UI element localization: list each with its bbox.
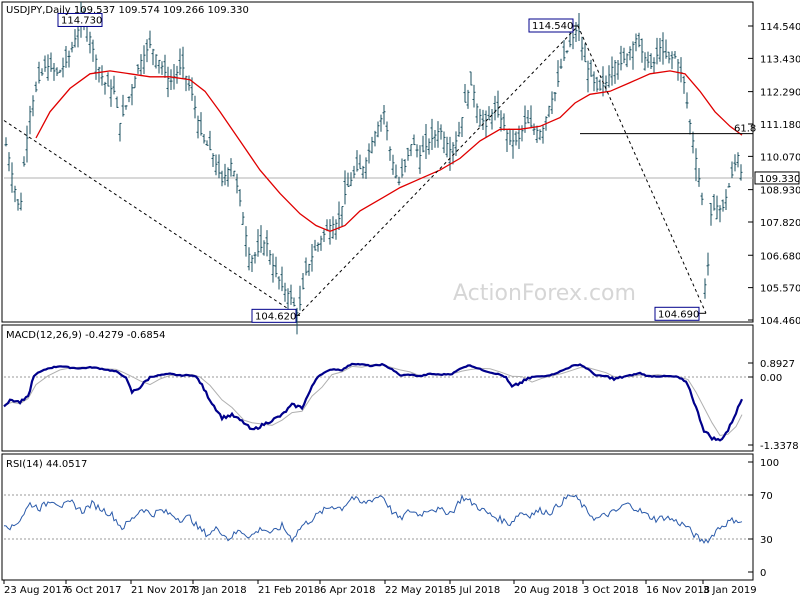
x-tick-label: 6 Oct 2017	[66, 585, 121, 596]
annotation-label: 104.690	[658, 309, 699, 320]
price-y-tick-label: 114.540	[760, 22, 800, 33]
x-tick-label: 20 Aug 2018	[514, 585, 578, 596]
price-annotation: 114.730	[57, 12, 103, 27]
x-tick-label: 8 Jan 2018	[193, 585, 247, 596]
trendline-dashed	[297, 25, 579, 316]
rsi-y-tick-label: 70	[760, 491, 773, 502]
x-tick-label: 3 Jan 2019	[703, 585, 757, 596]
price-y-tick-label: 113.430	[760, 54, 800, 65]
annotation-box	[57, 12, 103, 27]
macd-line	[3, 362, 744, 442]
annotation-box	[654, 306, 700, 321]
macd-panel-frame	[1, 324, 754, 452]
price-bars	[4, 2, 743, 335]
fib-level-label: 61.8	[734, 124, 756, 135]
macd-y-tick-label: 0.8927	[760, 359, 795, 370]
macd-y-tick-label: 0.00	[760, 373, 782, 384]
rsi-layer	[3, 494, 753, 544]
x-tick-label: 6 Apr 2018	[320, 585, 375, 596]
price-y-tick-label: 110.070	[760, 152, 800, 163]
moving-average-line	[35, 70, 743, 233]
price-annotation: 104.690	[654, 306, 706, 321]
annotation-label: 104.620	[255, 311, 296, 322]
x-tick-label: 5 Jul 2018	[450, 585, 500, 596]
price-y-tick-label: 108.930	[760, 186, 800, 197]
x-tick-label: 21 Nov 2017	[131, 585, 195, 596]
annotation-box	[528, 18, 574, 33]
watermark: ActionForex.com	[453, 281, 636, 306]
annotation-label: 114.730	[61, 15, 102, 26]
price-y-tick-label: 111.180	[760, 120, 800, 131]
rsi-line	[3, 494, 743, 544]
rsi-y-tick-label: 0	[760, 568, 766, 579]
price-panel-frame	[1, 1, 754, 323]
rsi-y-tick-label: 100	[760, 458, 779, 469]
price-annotations-layer: 61.8 114.730 104.620 114.540 104.690	[3, 12, 756, 323]
x-tick-label: 21 Feb 2018	[258, 585, 320, 596]
x-tick-label: 23 Aug 2017	[4, 585, 68, 596]
annotation-box	[251, 308, 297, 323]
price-annotation: 104.620	[251, 308, 300, 323]
trendline-dashed	[577, 25, 707, 314]
price-gridlines	[4, 25, 753, 321]
annotation-label: 114.540	[532, 21, 573, 32]
price-y-tick-label: 112.290	[760, 88, 800, 99]
rsi-header: RSI(14) 44.0517	[6, 459, 87, 470]
price-y-tick-label: 104.460	[760, 316, 800, 327]
price-annotation: 114.540	[528, 18, 578, 33]
x-tick-label: 22 May 2018	[385, 585, 450, 596]
rsi-y-tick-label: 30	[760, 535, 773, 546]
trendline-dashed	[3, 120, 299, 316]
macd-layer	[3, 362, 753, 442]
price-y-tick-label: 107.820	[760, 218, 800, 229]
current-price-tag	[754, 171, 800, 185]
price-y-tick-label: 105.570	[760, 284, 800, 295]
price-y-tick-label: 106.680	[760, 251, 800, 262]
price-header: USDJPY,Daily 109.537 109.574 109.266 109…	[6, 5, 249, 16]
macd-header: MACD(12,26,9) -0.4279 -0.6854	[6, 330, 166, 341]
macd-y-axis: 0.8927 0.00 -1.3378	[748, 359, 799, 452]
macd-y-tick-label: -1.3378	[760, 441, 799, 452]
rsi-y-axis: 100 70 30 0	[748, 458, 779, 579]
x-tick-label: 16 Nov 2018	[646, 585, 710, 596]
current-price-label: 109.330	[759, 174, 800, 185]
rsi-panel-frame	[1, 453, 754, 581]
x-tick-label: 3 Oct 2018	[583, 585, 638, 596]
price-y-axis: 114.540 113.430 112.290 111.180 110.070 108.9…	[754, 22, 800, 327]
